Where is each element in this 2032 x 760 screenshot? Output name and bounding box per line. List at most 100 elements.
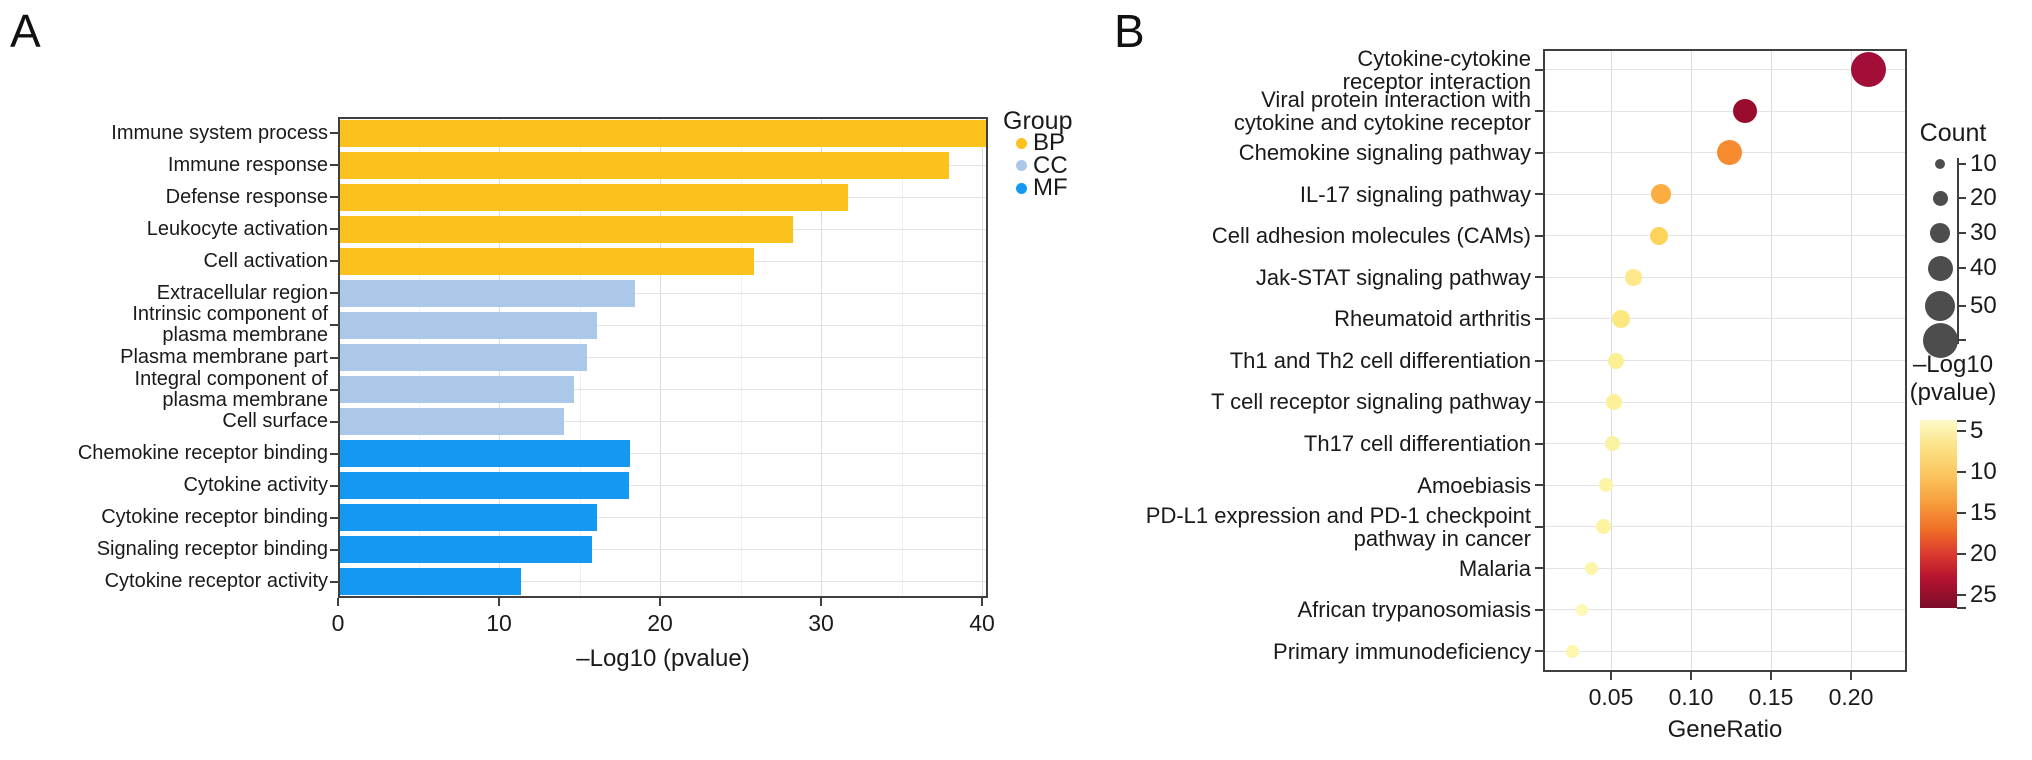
pathway-label: Jak-STAT signaling pathway	[1255, 264, 1531, 290]
y-axis-tick	[1535, 317, 1543, 320]
count-legend-title: Count	[1919, 119, 1987, 147]
pathway-dot	[1625, 269, 1642, 286]
y-axis-tick	[1535, 442, 1543, 445]
pathway-dot	[1733, 99, 1758, 124]
colorbar-tick-label: 5	[1970, 417, 1984, 444]
gridline-row	[1543, 443, 1907, 445]
count-legend-value: 40	[1970, 254, 1997, 281]
y-axis-tick	[330, 420, 338, 423]
pathway-dot	[1605, 436, 1621, 452]
count-legend-dot	[1930, 223, 1950, 243]
go-term-bar	[339, 311, 597, 339]
pvalue-colorbar	[1920, 420, 1957, 608]
count-legend-value: 30	[1970, 219, 1997, 246]
y-axis-tick	[330, 548, 338, 551]
x-axis-tick	[1690, 672, 1692, 680]
x-axis-tick-label: 10	[486, 610, 512, 636]
go-term-bar	[339, 440, 631, 468]
y-axis-tick	[330, 196, 338, 199]
pathway-label: T cell receptor signaling pathway	[1211, 389, 1531, 415]
gridline-row	[338, 581, 988, 583]
colorbar-tick	[1957, 594, 1966, 596]
go-term-bar	[339, 247, 755, 275]
count-legend-tick	[1957, 163, 1966, 165]
pathway-label: Chemokine signaling pathway	[1238, 140, 1531, 166]
go-term-bar	[339, 408, 565, 436]
go-term-label: Chemokine receptor binding	[77, 442, 328, 465]
y-axis-tick	[330, 132, 338, 135]
colorbar-tick	[1957, 471, 1966, 473]
go-term-bar	[339, 504, 597, 532]
gridline-row	[1543, 567, 1907, 569]
y-axis-tick	[1535, 276, 1543, 279]
pathway-dot	[1650, 184, 1671, 205]
count-legend-dot	[1935, 159, 1945, 169]
pathway-dot	[1599, 478, 1614, 493]
panel-b-plot-border	[1543, 49, 1907, 672]
go-term-label: Cytokine activity	[183, 474, 329, 497]
count-legend-dot	[1925, 291, 1955, 321]
gridline-row	[1543, 276, 1907, 278]
gridline-row	[1543, 110, 1907, 112]
count-legend-axis-line	[1957, 158, 1959, 344]
gridline-row	[338, 292, 988, 294]
gridline-row	[1543, 69, 1907, 71]
y-axis-tick	[330, 292, 338, 295]
pathway-label: Viral protein interaction with cytokine …	[1233, 87, 1531, 136]
x-axis-tick-label: 20	[647, 610, 673, 636]
x-axis-tick-label: 30	[808, 610, 834, 636]
go-term-label: Cytokine receptor activity	[104, 570, 328, 593]
pathway-dot	[1649, 226, 1669, 246]
gridline-row	[1543, 526, 1907, 528]
go-term-label: Integral component of plasma membrane	[134, 367, 328, 411]
count-legend-dot	[1932, 190, 1948, 206]
colorbar-end-tick	[1957, 607, 1966, 609]
go-term-label: Intrinsic component of plasma membrane	[132, 303, 328, 347]
x-axis-tick-label: 0.10	[1668, 684, 1714, 710]
pathway-dot	[1607, 352, 1624, 369]
go-term-bar	[339, 119, 987, 147]
colorbar-end-tick	[1957, 420, 1966, 422]
gridline-row	[1543, 193, 1907, 195]
gridline-row	[338, 517, 988, 519]
y-axis-tick	[330, 388, 338, 391]
gridline-row	[1543, 609, 1907, 611]
pathway-label: African trypanosomiasis	[1297, 597, 1531, 623]
pathway-dot	[1611, 309, 1630, 328]
y-axis-tick	[1535, 151, 1543, 154]
pathway-dot	[1576, 603, 1589, 616]
pathway-label: Rheumatoid arthritis	[1334, 306, 1531, 332]
colorbar-tick-label: 10	[1970, 458, 1997, 485]
x-axis-tick	[337, 598, 339, 606]
y-axis-tick	[330, 164, 338, 167]
gridline-row	[338, 453, 988, 455]
pathway-label: PD-L1 expression and PD-1 checkpoint pat…	[1145, 502, 1531, 551]
y-axis-tick	[1535, 359, 1543, 362]
gridline-row	[1543, 360, 1907, 361]
legend-label-cc: CC	[1033, 151, 1068, 179]
pathway-label: Cell adhesion molecules (CAMs)	[1211, 223, 1531, 249]
x-axis-tick	[1610, 672, 1612, 680]
colorbar-tick	[1957, 553, 1966, 555]
y-axis-tick	[330, 484, 338, 487]
y-axis-tick	[1535, 567, 1543, 570]
pathway-label: IL-17 signaling pathway	[1299, 181, 1531, 207]
y-axis-tick	[1535, 525, 1543, 528]
go-term-bar	[339, 344, 587, 371]
y-axis-tick	[330, 228, 338, 231]
y-axis-tick	[1535, 234, 1543, 237]
y-axis-tick	[330, 356, 338, 359]
y-axis-tick	[1535, 484, 1543, 487]
go-term-label: Cytokine receptor binding	[101, 506, 328, 529]
y-axis-tick	[1535, 110, 1543, 113]
x-axis-tick	[1770, 672, 1772, 680]
legend-label-bp: BP	[1033, 129, 1066, 156]
colorbar-tick-label: 25	[1970, 581, 1997, 608]
pathway-dot	[1585, 561, 1599, 575]
panel-b-tag: B	[1114, 5, 1145, 57]
go-term-bar	[339, 536, 592, 564]
go-term-label: Cell surface	[222, 410, 328, 433]
pvalue-legend-title-line2: (pvalue)	[1909, 379, 1997, 406]
pathway-label: Cytokine-cytokine receptor interaction	[1342, 45, 1531, 94]
